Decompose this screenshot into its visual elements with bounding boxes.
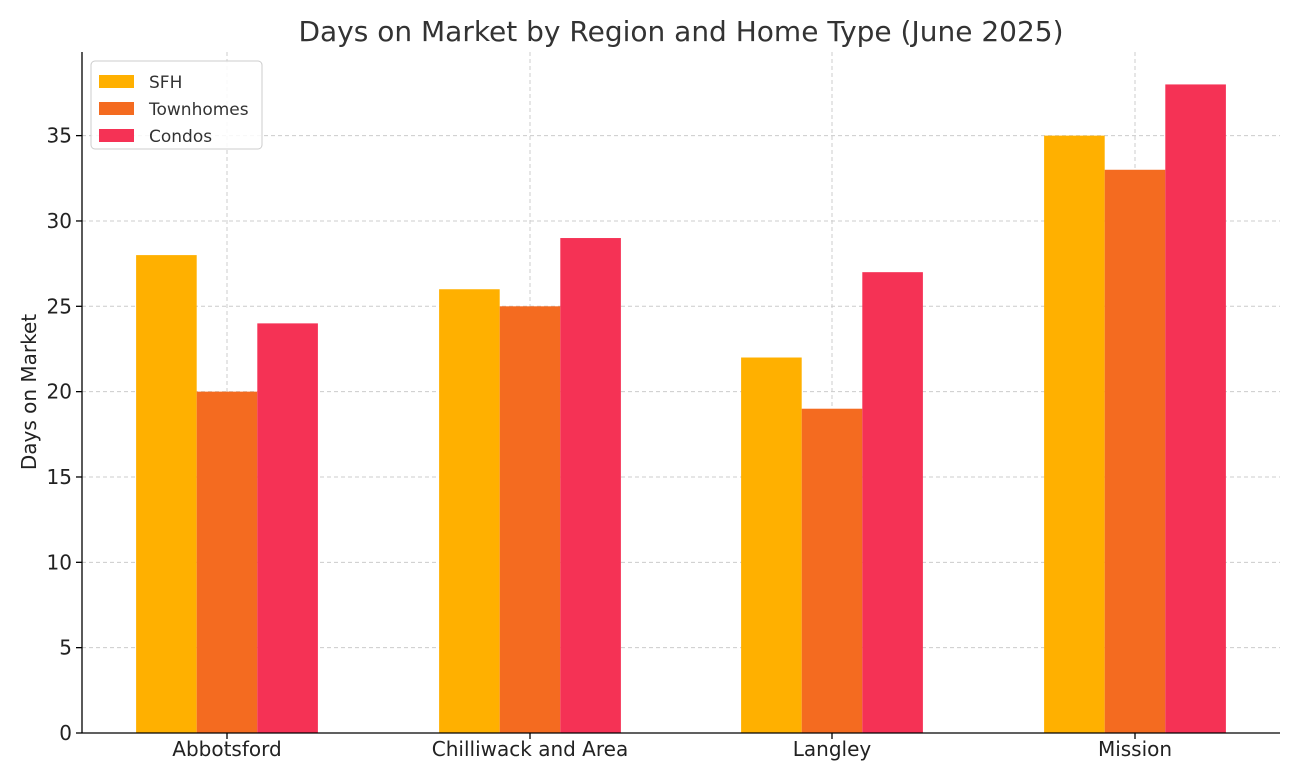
x-tick-label: Chilliwack and Area (432, 737, 628, 761)
y-tick-label: 25 (47, 294, 72, 318)
bars (136, 84, 1226, 734)
legend-label-sfh: SFH (149, 73, 182, 93)
y-tick-label: 10 (47, 550, 72, 574)
x-tick-label: Langley (793, 737, 872, 761)
legend-label-condos: Condos (149, 127, 212, 147)
legend-swatch-condos (99, 129, 134, 142)
bar-townhomes-langley (801, 408, 863, 733)
bar-condos-mission (1165, 84, 1226, 733)
bar-sfh-langley (741, 357, 802, 733)
tick-labels: 0 5 10 15 20 25 30 35 Abbotsford Chilliwack and A… (47, 124, 1173, 761)
bar-townhomes-chilliwack-and-area (499, 306, 561, 733)
bar-sfh-abbotsford (136, 255, 197, 733)
bar-condos-abbotsford (257, 323, 318, 733)
bar-sfh-mission (1044, 135, 1105, 733)
x-tick-label: Abbotsford (172, 737, 281, 761)
legend-swatch-townhomes (99, 102, 134, 115)
y-axis-label: Days on Market (17, 314, 41, 470)
axes (76, 52, 1280, 739)
y-tick-label: 35 (47, 124, 72, 148)
y-tick-label: 15 (47, 465, 72, 489)
legend: SFH Townhomes Condos (90, 60, 263, 150)
y-tick-label: 30 (47, 209, 72, 233)
y-tick-label: 20 (47, 380, 72, 404)
legend-swatch-sfh (99, 75, 134, 88)
y-tick-label: 5 (59, 636, 72, 660)
legend-label-townhomes: Townhomes (148, 100, 249, 120)
bar-condos-langley (862, 272, 923, 733)
chart-title: Days on Market by Region and Home Type (… (298, 15, 1063, 48)
x-tick-label: Mission (1098, 737, 1172, 761)
bar-townhomes-abbotsford (196, 391, 258, 733)
bar-sfh-chilliwack-and-area (439, 289, 500, 733)
bar-townhomes-mission (1104, 169, 1166, 734)
bar-condos-chilliwack-and-area (560, 238, 621, 733)
y-tick-label: 0 (59, 721, 72, 745)
